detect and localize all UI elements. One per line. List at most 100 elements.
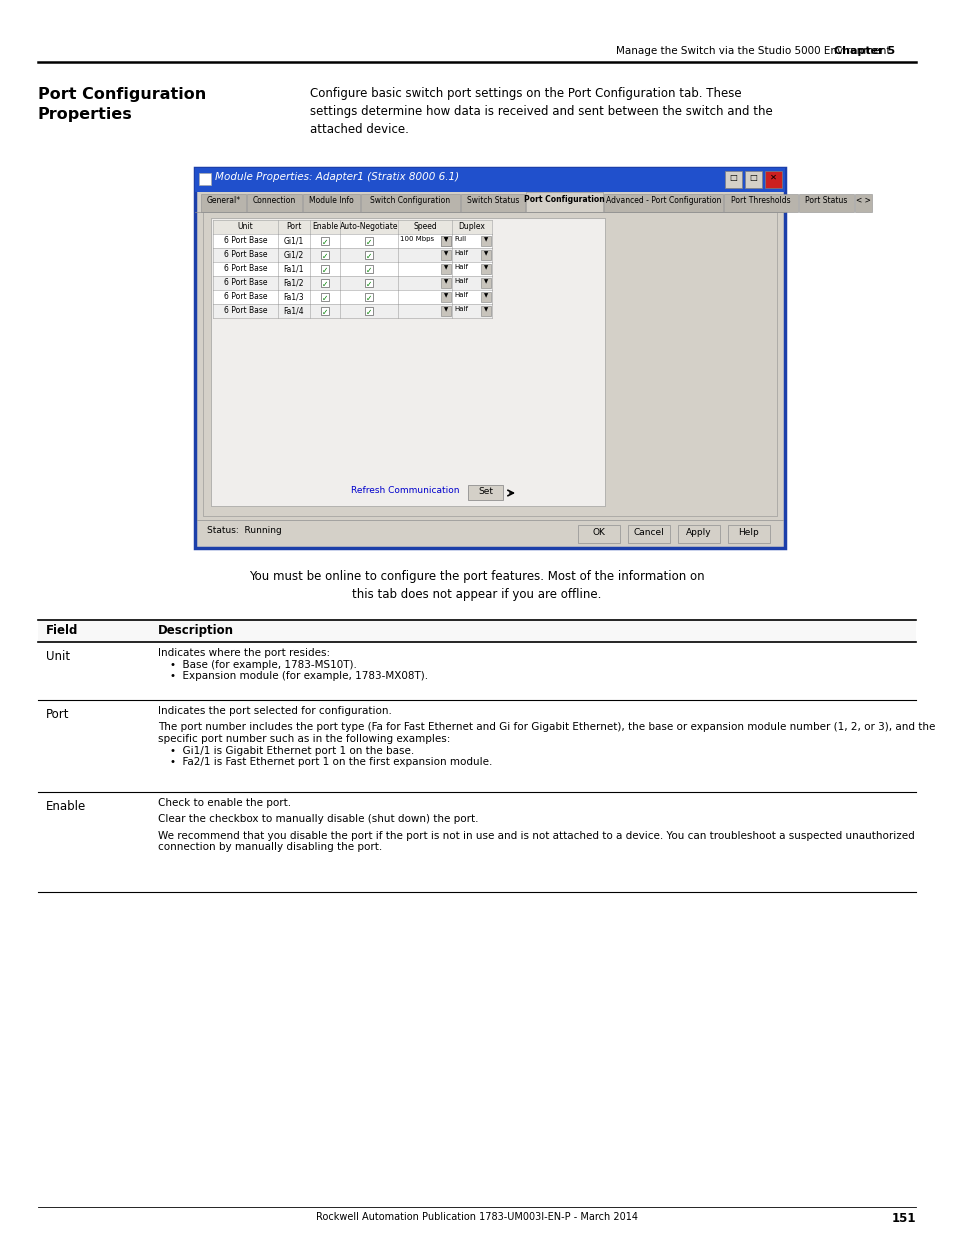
Bar [440,249,451,261]
Text: 6 Port Base: 6 Port Base [224,249,267,259]
Bar [247,194,302,212]
Text: You must be online to configure the port features. Most of the information on
th: You must be online to configure the port… [249,571,704,601]
Text: ▼: ▼ [443,308,448,312]
Text: Port: Port [286,222,301,231]
Bar [213,275,492,290]
Bar [365,293,373,301]
Text: Fa1/2: Fa1/2 [283,278,304,287]
Bar [320,293,329,301]
Text: Indicates the port selected for configuration.: Indicates the port selected for configur… [158,706,392,716]
Text: Connection: Connection [253,196,295,205]
Bar [603,194,722,212]
Bar [480,306,491,316]
Text: 151: 151 [890,1212,915,1225]
Text: Unit: Unit [46,650,71,663]
Bar [744,170,761,188]
Bar [360,194,459,212]
Text: Properties: Properties [38,107,132,122]
Bar [213,248,492,262]
Bar [365,237,373,245]
Text: ✓: ✓ [321,294,328,303]
Text: ✓: ✓ [365,280,372,289]
Text: Switch Configuration: Switch Configuration [370,196,450,205]
Text: □: □ [748,173,756,182]
Bar [320,251,329,259]
Bar [38,620,915,642]
Text: Enable: Enable [46,800,86,813]
Text: Advanced - Port Configuration: Advanced - Port Configuration [605,196,720,205]
Text: ▼: ▼ [483,279,488,284]
Text: ▼: ▼ [483,251,488,256]
Text: ✓: ✓ [321,308,328,317]
Text: Half: Half [454,291,468,298]
Text: Cancel: Cancel [633,529,663,537]
Bar [627,525,669,543]
Text: Manage the Switch via the Studio 5000 Environment: Manage the Switch via the Studio 5000 En… [616,46,889,56]
Text: Check to enable the port.: Check to enable the port. [158,798,291,808]
Bar [213,233,492,248]
Text: < >: < > [855,196,870,205]
Text: 6 Port Base: 6 Port Base [224,278,267,287]
Text: Enable: Enable [312,222,337,231]
Text: Fa1/1: Fa1/1 [283,264,304,273]
Text: Switch Status: Switch Status [466,196,518,205]
Text: ▼: ▼ [443,237,448,242]
Bar [365,251,373,259]
Bar [440,236,451,246]
Text: Port Status: Port Status [804,196,847,205]
Bar [194,168,784,191]
Text: Description: Description [158,624,233,637]
Bar [194,168,784,548]
Text: •  Base (for example, 1783-MS10T).: • Base (for example, 1783-MS10T). [170,659,356,669]
Text: Fa1/3: Fa1/3 [283,291,304,301]
Text: ▼: ▼ [443,293,448,298]
Text: OK: OK [592,529,605,537]
Bar [480,236,491,246]
Text: Gi1/2: Gi1/2 [284,249,304,259]
Bar [460,194,524,212]
Bar [678,525,720,543]
Text: ▼: ▼ [443,266,448,270]
Text: ✕: ✕ [769,173,776,182]
Text: ✓: ✓ [365,238,372,247]
Text: 100 Mbps: 100 Mbps [399,236,434,242]
Text: ▼: ▼ [483,308,488,312]
Bar [764,170,781,188]
Text: Field: Field [46,624,78,637]
Bar [440,306,451,316]
Bar [199,173,211,185]
Text: ▼: ▼ [443,251,448,256]
Bar [440,278,451,288]
Text: Clear the checkbox to manually disable (shut down) the port.: Clear the checkbox to manually disable (… [158,815,478,825]
Text: Rockwell Automation Publication 1783-UM003I-EN-P - March 2014: Rockwell Automation Publication 1783-UM0… [315,1212,638,1221]
Text: ▼: ▼ [483,293,488,298]
Text: ✓: ✓ [365,266,372,275]
Text: ▼: ▼ [443,237,448,242]
Text: ✓: ✓ [321,280,328,289]
Text: Set: Set [477,487,493,496]
Text: 6 Port Base: 6 Port Base [224,236,267,245]
Text: Module Properties: Adapter1 (Stratix 8000 6.1): Module Properties: Adapter1 (Stratix 800… [214,172,458,182]
Text: connection by manually disabling the port.: connection by manually disabling the por… [158,842,382,852]
Bar [213,290,492,304]
Text: Refresh Communication: Refresh Communication [351,487,459,495]
Text: Port Thresholds: Port Thresholds [730,196,790,205]
Text: ✓: ✓ [365,252,372,261]
Text: Configure basic switch port settings on the Port Configuration tab. These
settin: Configure basic switch port settings on … [310,86,772,136]
Bar [320,279,329,287]
Text: The port number includes the port type (Fa for Fast Ethernet and Gi for Gigabit : The port number includes the port type (… [158,722,934,732]
Bar [440,236,451,246]
Text: •  Gi1/1 is Gigabit Ethernet port 1 on the base.: • Gi1/1 is Gigabit Ethernet port 1 on th… [170,746,414,756]
Bar [525,191,602,212]
Bar [724,170,741,188]
Bar [303,194,359,212]
Bar [440,291,451,303]
Text: Full: Full [454,236,466,242]
Text: ✓: ✓ [321,252,328,261]
Text: Half: Half [454,278,468,284]
Text: Fa1/4: Fa1/4 [283,306,304,315]
Bar [320,266,329,273]
Text: specific port number such as in the following examples:: specific port number such as in the foll… [158,734,450,743]
Text: Port Configuration: Port Configuration [38,86,206,103]
Text: Help: Help [738,529,759,537]
